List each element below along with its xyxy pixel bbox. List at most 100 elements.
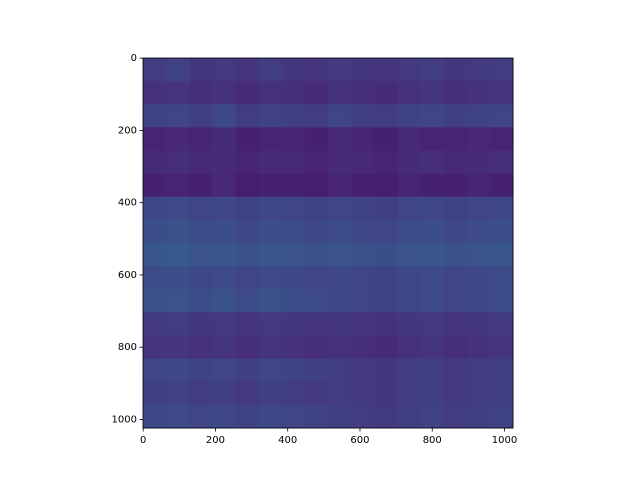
heatmap-cell [304,104,329,128]
heatmap-cell [397,104,421,128]
heatmap-cell [143,289,167,313]
heatmap-cell [397,219,421,244]
heatmap-cell [258,58,283,82]
heatmap-cell [189,358,213,383]
heatmap-cell [374,58,398,82]
heatmap-cell [235,173,260,198]
heatmap-cell [420,266,445,290]
heatmap-cell [420,81,445,105]
heatmap-cell [304,58,329,82]
heatmap-cell [212,150,236,175]
heatmap-cell [351,289,375,313]
heatmap-cell [258,81,283,105]
heatmap-cell [351,173,375,198]
heatmap-cell [443,58,468,82]
heatmap-cell [189,266,213,290]
heatmap-cell [304,381,329,406]
heatmap-cell [489,127,514,151]
heatmap-cell [351,243,375,267]
heatmap-cell [189,58,213,82]
heatmap-cell [143,104,167,128]
heatmap-cell [212,58,236,82]
heatmap-cell [189,127,213,151]
heatmap-cell [397,404,421,429]
heatmap-cell [397,173,421,198]
heatmap-cell [281,104,306,128]
heatmap-cell [189,173,213,198]
heatmap-cell [304,289,329,313]
heatmap-cell [351,381,375,406]
heatmap-cell [166,335,190,360]
heatmap-cell [351,266,375,290]
heatmap-cell [489,81,514,105]
heatmap-cell [443,335,468,360]
heatmap-cell [351,312,375,336]
heatmap-cell [351,404,375,429]
heatmap-cell [281,150,306,175]
y-tick-label: 1000 [112,415,137,426]
heatmap-cell [212,289,236,313]
heatmap-cell [443,150,468,175]
heatmap-cell [489,289,514,313]
heatmap-cell [489,243,514,267]
heatmap-cell [420,127,445,151]
heatmap-cell [189,289,213,313]
x-tick-label: 400 [278,435,297,446]
heatmap-cell [489,104,514,128]
heatmap-cell [328,58,352,82]
heatmap-cell [374,312,398,336]
heatmap-cell [489,335,514,360]
heatmap-cell [143,312,167,336]
heatmap-cell [258,150,283,175]
heatmap-cell [328,358,352,383]
heatmap-cell [212,219,236,244]
heatmap-cell [443,404,468,429]
heatmap-cell [235,219,260,244]
heatmap-cell [166,243,190,267]
heatmap-cell [235,58,260,82]
heatmap-cell [189,404,213,429]
heatmap-cell [397,196,421,221]
heatmap-cell [466,289,491,313]
heatmap-cell [397,289,421,313]
heatmap-cell [420,173,445,198]
heatmap-cell [281,127,306,151]
heatmap-cell [328,243,352,267]
heatmap-cell [374,289,398,313]
heatmap-cell [397,58,421,82]
heatmap-cell [143,196,167,221]
heatmap-cell [351,58,375,82]
heatmap-cell [304,127,329,151]
heatmap-cell [281,312,306,336]
heatmap-cell [489,381,514,406]
heatmap-cell [466,150,491,175]
heatmap-cell [374,81,398,105]
heatmap-cell [374,219,398,244]
heatmap-cell [166,358,190,383]
heatmap-cell [235,127,260,151]
heatmap-cell [397,150,421,175]
y-tick-label: 600 [118,270,137,281]
heatmap-cell [235,266,260,290]
heatmap-cell [489,219,514,244]
heatmap-cell [166,127,190,151]
heatmap-cell [166,196,190,221]
heatmap-cell [374,358,398,383]
heatmap-cell [212,312,236,336]
heatmap-cell [235,335,260,360]
heatmap-cell [189,243,213,267]
heatmap-cell [443,196,468,221]
heatmap-cell [420,358,445,383]
heatmap-cell [281,243,306,267]
heatmap-cell [466,196,491,221]
heatmap-cell [489,150,514,175]
heatmap-cell [143,358,167,383]
heatmap-cell [466,312,491,336]
heatmap-cell [235,150,260,175]
heatmap-cell [304,404,329,429]
heatmap-cell [212,335,236,360]
heatmap-cell [212,266,236,290]
heatmap-cell [258,219,283,244]
heatmap-cell [166,58,190,82]
heatmap-cell [166,381,190,406]
